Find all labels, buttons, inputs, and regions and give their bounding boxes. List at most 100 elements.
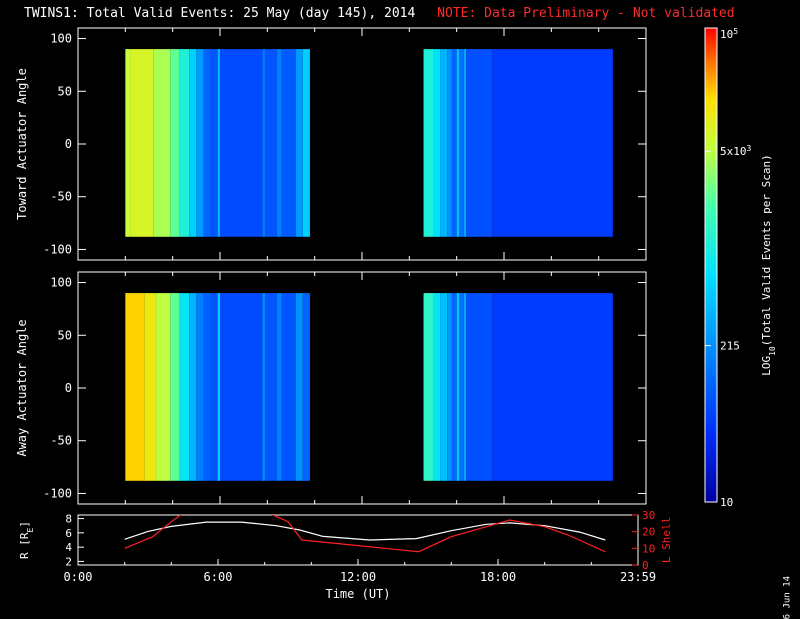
heatmap-stripe [153,49,171,237]
heatmap-stripe [276,49,282,237]
heatmap-stripe [433,49,441,237]
colorbar-tick-label: 105 [720,27,738,42]
heatmap-stripe [440,293,448,481]
y-tick-label: -100 [43,486,72,500]
date-stamp: 6 Jun 14 [782,576,792,619]
heatmap-stripe [125,293,145,481]
heatmap-stripe [262,293,265,481]
heatmap-stripe [447,49,452,237]
toward-block-1 [423,49,613,237]
heatmap-stripe [125,49,131,237]
away-block-0 [125,293,310,481]
heatmap-stripe [463,49,467,237]
heatmap-stripe [196,293,204,481]
preliminary-note: NOTE: Data Preliminary - Not validated [437,6,735,21]
y2-tick-label: 0 [642,559,649,572]
colorbar-gradient [704,27,718,503]
heatmap-stripe [264,293,277,481]
heatmap-stripe [189,49,197,237]
y-tick-label: 100 [50,32,72,46]
away-panel: 100 50 0 -50 -100 Away Actuator Angle [15,271,647,505]
y2-tick-label: 30 [642,509,655,522]
heatmap-stripe [433,293,441,481]
heatmap-stripe [451,293,457,481]
heatmap-stripe [276,293,282,481]
heatmap-stripe [466,293,493,481]
heatmap-stripe [281,49,296,237]
y-tick-label: 0 [65,137,72,151]
y2-axis-label: L Shell [660,517,673,563]
colorbar-label: LOG10(Total Valid Events per Scan) [760,154,777,376]
y-tick-label: -50 [50,190,72,204]
heatmap-stripe [456,49,460,237]
heatmap-stripe [456,293,460,481]
y-tick-label: 50 [58,328,72,342]
lshell-line [124,515,606,553]
heatmap-stripe [210,49,218,237]
heatmap-stripe [179,49,190,237]
heatmap-stripe [203,49,211,237]
heatmap-stripe [179,293,190,481]
y-axis-label: R [RE] [18,521,35,559]
colorbar-tick-label: 215 [720,340,740,353]
toward-panel: 100 50 0 -50 -100 Toward Actuator Angle [15,27,647,261]
plot-title: TWINS1: Total Valid Events: 25 May (day … [24,6,735,21]
y-axis-label: Away Actuator Angle [15,319,29,456]
colorbar-tick-label: 10 [720,496,733,509]
x-tick-label: 0:00 [64,570,93,584]
heatmap-stripe [440,49,448,237]
heatmap-stripe [220,49,263,237]
heatmap-stripe [281,293,296,481]
heatmap-stripe [302,293,310,481]
y-tick-label: 0 [65,381,72,395]
heatmap-stripe [210,293,218,481]
heatmap-stripe [492,293,613,481]
heatmap-stripe [492,49,613,237]
heatmap-stripe [170,49,180,237]
y-tick-label: 100 [50,276,72,290]
y-tick-label: 4 [65,541,72,554]
heatmap-stripe [217,293,220,481]
x-tick-label: 23:59 [620,570,656,584]
heatmap-stripe [423,293,433,481]
heatmap-stripe [189,293,197,481]
y-tick-label: 8 [65,513,72,526]
x-tick-label: 18:00 [480,570,516,584]
y-tick-label: -100 [43,242,72,256]
panel-frame [77,514,639,566]
heatmap-stripe [447,293,452,481]
y-tick-label: -50 [50,434,72,448]
colorbar-tick-label: 5x103 [720,144,752,159]
heatmap-stripe [451,49,457,237]
colorbar: 105 5x103 215 10 LOG10(Total Valid Events p… [704,27,777,509]
y-tick-label: 2 [65,555,72,568]
heatmap-stripe [463,293,467,481]
heatmap-stripe [220,293,263,481]
y2-tick-label: 20 [642,526,655,539]
y-axis-label: Toward Actuator Angle [15,68,29,220]
radius-line [124,521,606,541]
heatmap-stripe [196,49,204,237]
x-axis-label: Time (UT) [325,587,390,600]
y-tick-label: 6 [65,527,72,540]
heatmap-stripe [170,293,180,481]
heatmap-stripe [423,49,433,237]
y-tick-label: 50 [58,84,72,98]
x-tick-label: 6:00 [204,570,233,584]
heatmap-stripe [262,49,265,237]
heatmap-stripe [295,293,303,481]
heatmap-stripe [459,49,464,237]
heatmap-stripe [130,49,154,237]
heatmap-stripe [156,293,171,481]
heatmap-stripe [459,293,464,481]
title-text: TWINS1: Total Valid Events: 25 May (day … [24,6,416,21]
heatmap-stripe [466,49,493,237]
y2-tick-label: 10 [642,542,655,555]
heatmap-stripe [217,49,220,237]
x-tick-label: 12:00 [340,570,376,584]
toward-block-0 [125,49,310,237]
heatmap-stripe [203,293,211,481]
heatmap-stripe [295,49,303,237]
